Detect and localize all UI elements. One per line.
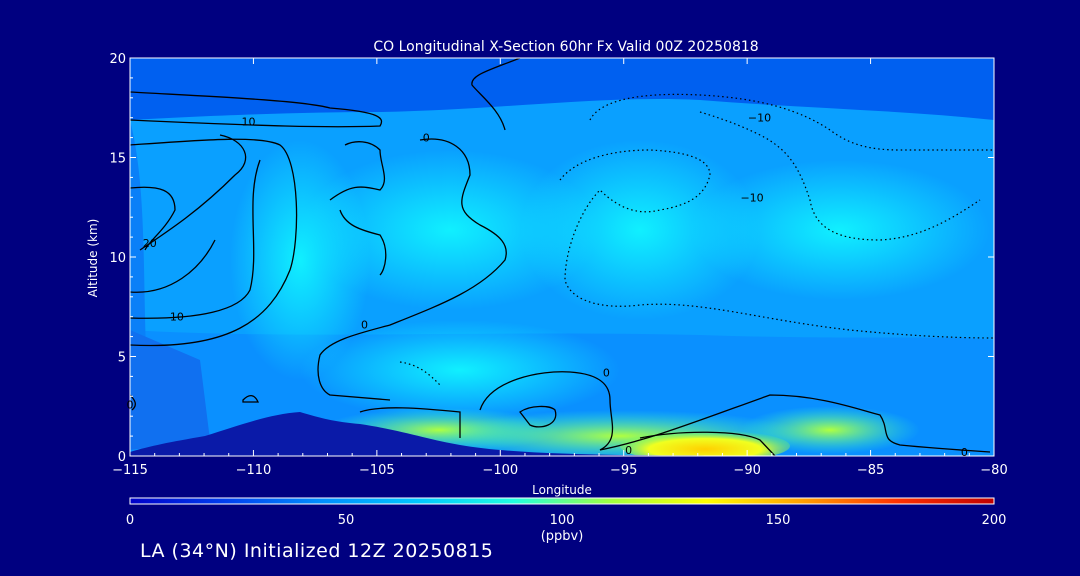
plot-area <box>130 58 994 456</box>
terrain <box>130 412 880 456</box>
x-tick-label: −115 <box>112 463 148 478</box>
x-tick-label: −90 <box>733 463 760 478</box>
contour-label: 10 <box>170 311 184 324</box>
y-tick-label: 20 <box>109 52 126 67</box>
contour-label: 10 <box>241 116 255 129</box>
y-axis-label: Altitude (km) <box>86 219 100 298</box>
chart-title: CO Longitudinal X-Section 60hr Fx Valid … <box>373 39 758 55</box>
x-tick-label: −105 <box>359 463 395 478</box>
field-upper-blue <box>130 58 994 120</box>
x-axis: −115 −110 −105 −100 −95 −90 −85 −80 <box>112 58 1008 478</box>
y-tick-label: 15 <box>109 152 126 167</box>
y-tick-label: 0 <box>118 450 126 465</box>
x-axis-label: Longitude <box>532 483 592 497</box>
contour-label: 0 <box>361 319 368 332</box>
colorbar: 0 50 100 150 200 (ppbv) <box>126 497 1007 544</box>
field-west-dark2 <box>130 330 210 450</box>
field-cyan-plume-3 <box>690 160 990 300</box>
run-caption: LA (34°N) Initialized 12Z 20250815 <box>140 540 494 562</box>
x-tick-label: −100 <box>482 463 518 478</box>
y-tick-label: 5 <box>118 351 126 366</box>
field-hot-core <box>620 430 790 456</box>
contour-label: 0 <box>423 132 430 145</box>
contours-dashed <box>399 93 994 386</box>
colorbar-unit: (ppbv) <box>541 529 584 544</box>
colorbar-tick-label: 100 <box>550 513 575 528</box>
contour-labels: 10 0 20 10 0 0 0 −10 −10 0 0 <box>127 112 968 459</box>
y-axis: 0 5 10 15 20 <box>109 52 994 465</box>
contour-label: −10 <box>748 112 771 125</box>
colorbar-tick-label: 150 <box>766 513 791 528</box>
field-cyan-plume-5 <box>300 320 620 420</box>
contour-label: 0 <box>625 444 632 457</box>
colorbar-tick-label: 50 <box>338 513 355 528</box>
contour-label: 0 <box>603 366 610 379</box>
contour-label: 0 <box>961 446 968 459</box>
x-tick-label: −95 <box>610 463 637 478</box>
y-tick-label: 10 <box>109 251 126 266</box>
field-cyan-plume-1 <box>300 150 600 310</box>
field-cyan-plume-2 <box>520 140 760 320</box>
colorbar-ticks: 0 50 100 150 200 <box>126 513 1007 528</box>
contour-label: −10 <box>740 191 763 204</box>
field-cyan-plume-4 <box>230 140 370 380</box>
contour-label: 20 <box>143 237 157 250</box>
colorbar-tick-label: 200 <box>982 513 1007 528</box>
x-tick-label: −80 <box>980 463 1007 478</box>
x-tick-label: −85 <box>857 463 884 478</box>
colorbar-tick-label: 0 <box>126 513 134 528</box>
contours-solid <box>130 58 991 456</box>
contour-label: 0 <box>127 398 134 411</box>
x-tick-label: −110 <box>236 463 272 478</box>
colorbar-gradient <box>129 497 995 505</box>
